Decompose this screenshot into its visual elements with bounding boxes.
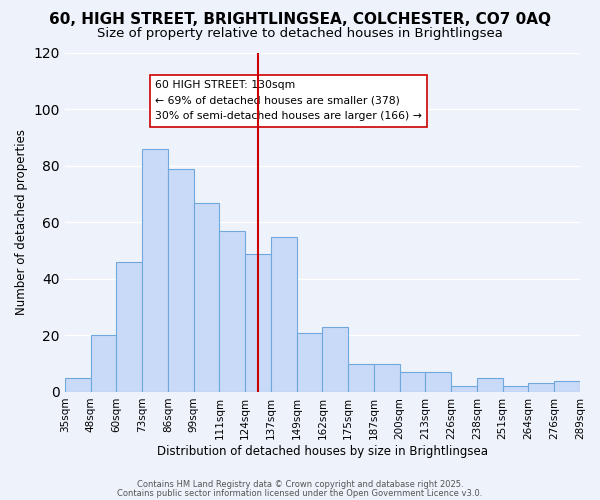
Bar bbox=[194, 202, 220, 392]
Bar bbox=[529, 384, 554, 392]
Bar bbox=[65, 378, 91, 392]
Bar bbox=[348, 364, 374, 392]
Text: 60, HIGH STREET, BRIGHTLINGSEA, COLCHESTER, CO7 0AQ: 60, HIGH STREET, BRIGHTLINGSEA, COLCHEST… bbox=[49, 12, 551, 28]
Bar bbox=[503, 386, 529, 392]
X-axis label: Distribution of detached houses by size in Brightlingsea: Distribution of detached houses by size … bbox=[157, 444, 488, 458]
Bar bbox=[91, 336, 116, 392]
Bar bbox=[451, 386, 477, 392]
Bar bbox=[220, 231, 245, 392]
Text: Contains public sector information licensed under the Open Government Licence v3: Contains public sector information licen… bbox=[118, 488, 482, 498]
Bar bbox=[425, 372, 451, 392]
Bar bbox=[245, 254, 271, 392]
Y-axis label: Number of detached properties: Number of detached properties bbox=[15, 130, 28, 316]
Bar bbox=[296, 332, 322, 392]
Bar bbox=[554, 380, 580, 392]
Bar bbox=[271, 236, 296, 392]
Bar bbox=[400, 372, 425, 392]
Bar bbox=[142, 149, 168, 392]
Bar bbox=[374, 364, 400, 392]
Text: Contains HM Land Registry data © Crown copyright and database right 2025.: Contains HM Land Registry data © Crown c… bbox=[137, 480, 463, 489]
Bar bbox=[116, 262, 142, 392]
Bar bbox=[477, 378, 503, 392]
Bar bbox=[168, 169, 194, 392]
Bar bbox=[322, 327, 348, 392]
Text: 60 HIGH STREET: 130sqm
← 69% of detached houses are smaller (378)
30% of semi-de: 60 HIGH STREET: 130sqm ← 69% of detached… bbox=[155, 80, 422, 122]
Text: Size of property relative to detached houses in Brightlingsea: Size of property relative to detached ho… bbox=[97, 28, 503, 40]
